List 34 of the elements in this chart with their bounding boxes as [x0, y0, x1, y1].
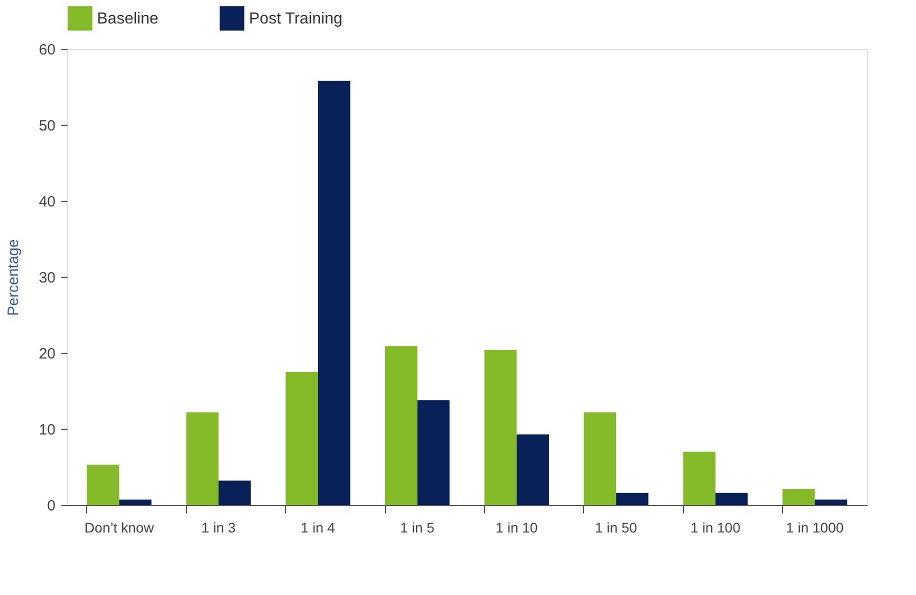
y-tick-label: 10 — [38, 422, 56, 438]
x-tick-label: 1 in 1000 — [786, 520, 844, 536]
bar — [683, 452, 716, 505]
bar — [318, 80, 350, 505]
x-tick-label: 1 in 5 — [400, 520, 435, 536]
bar — [715, 492, 748, 505]
bar — [119, 500, 152, 505]
y-tick-label: 0 — [47, 498, 56, 514]
bar — [782, 489, 815, 505]
legend-label: Post Training — [249, 10, 342, 28]
y-tick-label: 60 — [38, 42, 56, 58]
bar — [616, 492, 648, 505]
y-tick-label: 50 — [38, 118, 56, 134]
bar — [417, 400, 450, 505]
bar — [516, 434, 549, 505]
bar — [186, 412, 219, 505]
bar — [86, 464, 120, 505]
bar — [814, 500, 848, 505]
y-tick-label: 40 — [38, 194, 56, 210]
x-tick-label: 1 in 3 — [201, 520, 236, 536]
x-tick-label: 1 in 4 — [300, 520, 336, 536]
bar — [218, 480, 251, 505]
y-axis-title: Percentage — [4, 239, 22, 316]
bar — [286, 372, 318, 505]
x-tick-label: 1 in 100 — [690, 520, 741, 536]
x-tick-label: Don’t know — [84, 520, 155, 536]
x-tick-label: 1 in 50 — [595, 520, 638, 536]
y-tick-label: 20 — [38, 346, 56, 362]
y-tick-label: 30 — [38, 270, 56, 286]
bar — [484, 350, 517, 505]
bar — [385, 346, 418, 505]
legend-label: Baseline — [97, 10, 158, 28]
x-tick-label: 1 in 10 — [496, 520, 538, 536]
bar — [584, 412, 616, 505]
